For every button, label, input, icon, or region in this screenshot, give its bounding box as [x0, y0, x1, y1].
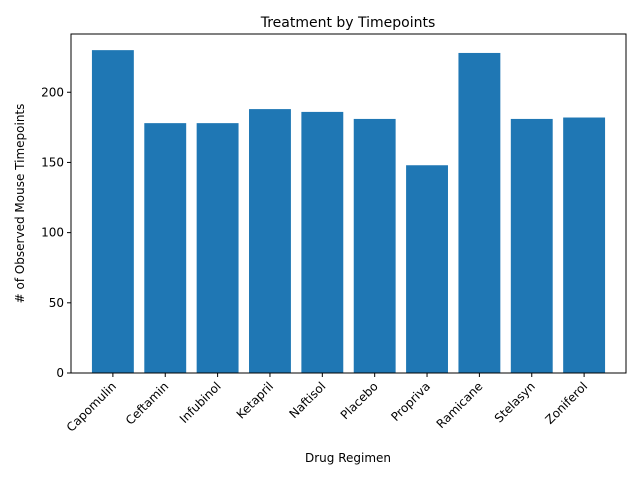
y-tick-label: 0 — [56, 366, 64, 380]
bar-ceftamin — [144, 123, 187, 373]
bar-propriva — [406, 165, 448, 373]
bar-naftisol — [301, 111, 344, 373]
y-tick-label: 50 — [49, 296, 64, 310]
bar-zoniferol — [563, 117, 606, 374]
y-tick-label: 200 — [41, 85, 64, 99]
chart-title: Treatment by Timepoints — [260, 15, 436, 31]
x-axis-label: Drug Regimen — [305, 451, 391, 465]
bar-capomulin — [91, 50, 134, 373]
y-tick-label: 150 — [41, 155, 64, 169]
bar-ketapril — [249, 109, 291, 373]
y-axis: 0 50 100 150 200 — [41, 85, 71, 380]
plot-frame — [70, 33, 627, 374]
bar-infubinol — [196, 123, 239, 373]
bar-ramicane — [458, 52, 501, 373]
y-axis-label: # of Observed Mouse Timepoints — [13, 104, 27, 304]
bar-stelasyn — [510, 118, 553, 374]
y-tick-label: 100 — [41, 226, 64, 240]
bars-group — [91, 50, 606, 374]
bar-placebo — [353, 118, 396, 374]
